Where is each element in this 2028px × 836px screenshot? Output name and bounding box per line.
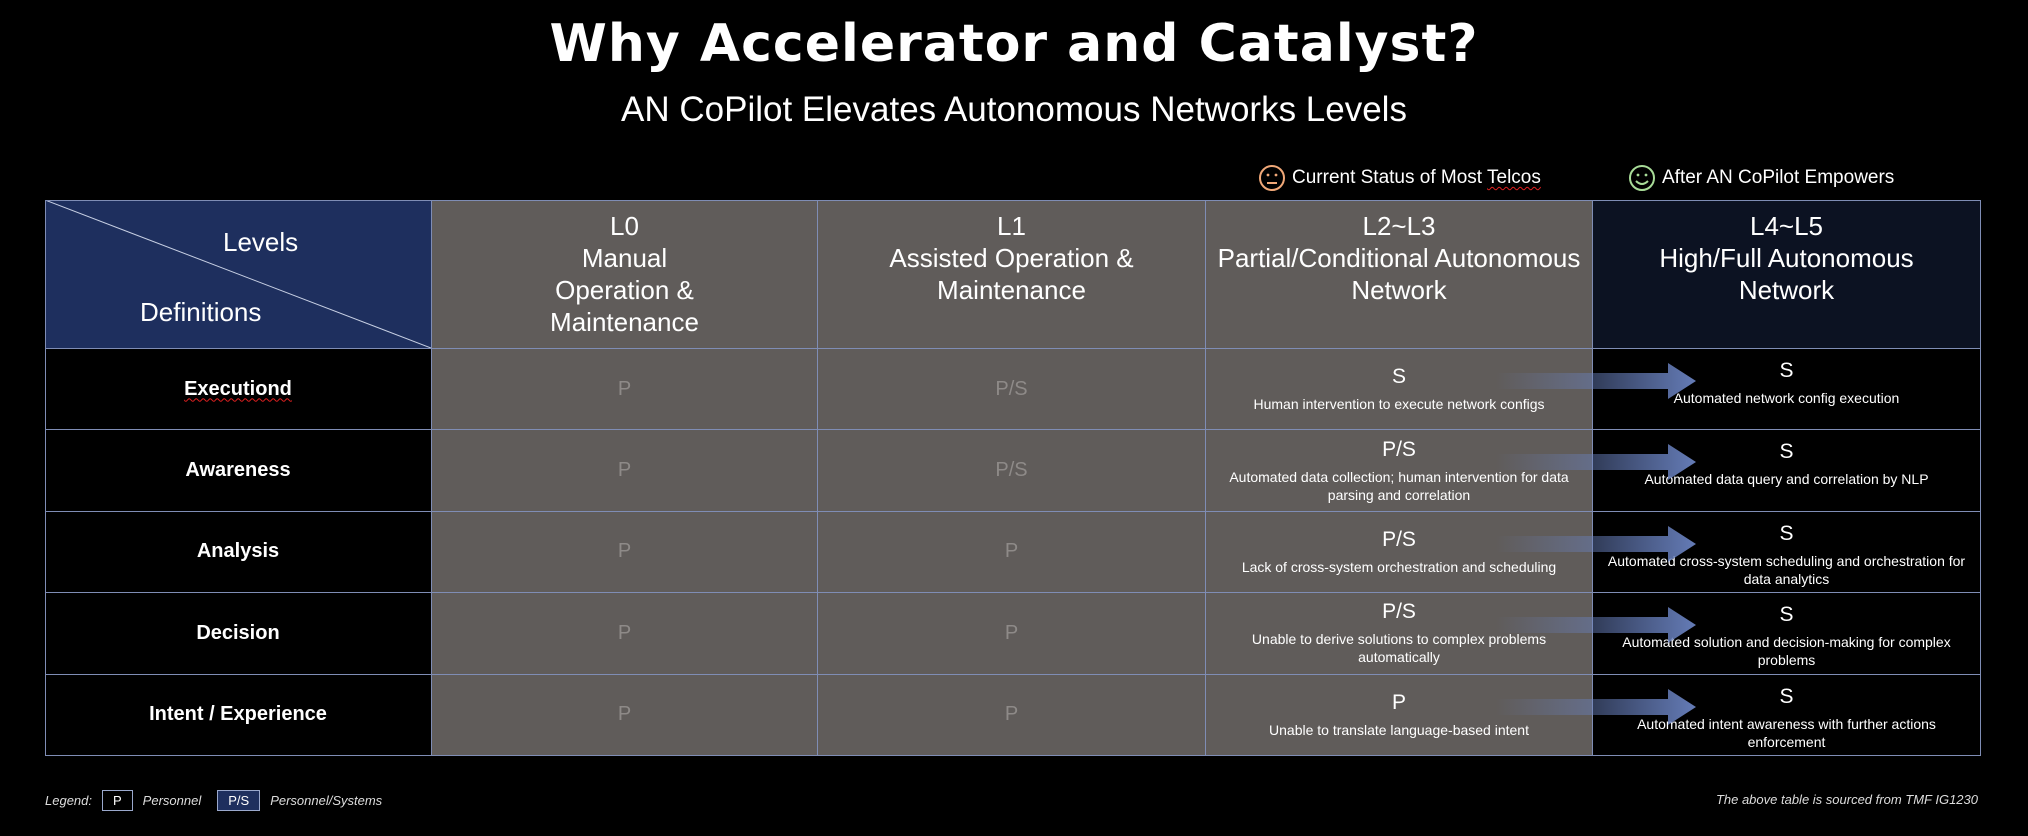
l1-value: P xyxy=(1004,621,1019,644)
column-name-line: High/Full Autonomous xyxy=(1659,243,1914,273)
column-level: L2~L3 xyxy=(1362,211,1436,241)
row-label: Analysis xyxy=(196,540,280,563)
current-status-label: Current Status of Most Telcos xyxy=(1292,167,1541,188)
column-name-line: Maintenance xyxy=(550,307,699,337)
l0-value: P xyxy=(617,459,632,482)
l23-cell: P/S Lack of cross-system orchestration an… xyxy=(1206,511,1593,594)
row-label: Awareness xyxy=(185,459,291,482)
row-label-cell: Awareness xyxy=(45,430,432,512)
diagonal-divider xyxy=(45,200,431,348)
l0-cell: P xyxy=(432,593,818,675)
corner-definitions-label: Definitions xyxy=(140,297,262,327)
legend-ps-text: Personnel/Systems xyxy=(270,793,383,808)
l1-cell: P xyxy=(818,511,1206,594)
l45-value: S xyxy=(1779,440,1794,464)
l45-cell: S Automated intent awareness with further… xyxy=(1593,674,1981,756)
smiley-face-icon xyxy=(1629,165,1655,191)
row-label-cell: Decision xyxy=(45,593,432,675)
l23-cell: P Unable to translate language-based inte… xyxy=(1206,674,1593,756)
l45-cell: S Automated cross-system scheduling and o… xyxy=(1593,511,1981,594)
l45-value: S xyxy=(1779,359,1794,382)
l23-value: P/S xyxy=(1382,527,1416,551)
row-label: Decision xyxy=(196,621,280,644)
after-copilot-label: After AN CoPilot Empowers xyxy=(1662,167,1895,188)
l0-cell: P xyxy=(432,674,818,756)
l23-description: Unable to derive solutions to complex pr… xyxy=(1251,631,1547,666)
l0-cell: P xyxy=(432,511,818,594)
l45-description: Automated network config execution xyxy=(1673,390,1900,406)
l1-value: P/S xyxy=(995,459,1028,482)
l1-cell: P xyxy=(818,593,1206,675)
legend-p-text: Personnel xyxy=(142,793,202,808)
l45-cell: S Automated solution and decision-making … xyxy=(1593,593,1981,675)
l0-value: P xyxy=(617,377,632,400)
l23-value: P/S xyxy=(1382,600,1416,624)
l1-cell: P xyxy=(818,674,1206,756)
corner-header-cell: Levels Definitions xyxy=(45,200,432,349)
l45-value: S xyxy=(1779,603,1794,627)
row-label-cell: Executiond xyxy=(45,349,432,431)
column-name-line: Operation & xyxy=(555,275,694,305)
l23-cell: P/S Automated data collection; human inte… xyxy=(1206,430,1593,512)
legend: Legend: P Personnel P/S Personnel/System… xyxy=(45,790,382,811)
neutral-face-icon xyxy=(1259,165,1285,191)
l23-value: S xyxy=(1391,365,1406,389)
l23-description: Lack of cross-system orchestration and s… xyxy=(1241,558,1557,575)
column-level: L0 xyxy=(610,211,639,241)
legend-p-box: P xyxy=(102,790,133,811)
l23-cell: P/S Unable to derive solutions to complex… xyxy=(1206,593,1593,675)
column-name-line: Assisted Operation & xyxy=(889,243,1134,273)
l45-value: S xyxy=(1779,521,1794,545)
column-name-line: Network xyxy=(1351,275,1447,305)
l0-value: P xyxy=(617,621,632,644)
column-name-line: Partial/Conditional Autonomous xyxy=(1217,243,1581,273)
column-header-l0: L0 Manual Operation & Maintenance xyxy=(432,200,818,349)
corner-levels-label: Levels xyxy=(223,227,299,257)
column-header-l45: L4~L5 High/Full Autonomous Network xyxy=(1593,200,1981,349)
page-subtitle: AN CoPilot Elevates Autonomous Networks … xyxy=(621,90,1407,129)
column-name-line: Maintenance xyxy=(937,275,1086,305)
l23-description: Unable to translate language-based inten… xyxy=(1269,721,1529,738)
l0-value: P xyxy=(617,703,632,726)
column-level: L1 xyxy=(997,211,1026,241)
l1-cell: P/S xyxy=(818,430,1206,512)
l1-value: P xyxy=(1004,540,1019,563)
l23-description: Human intervention to execute network co… xyxy=(1253,396,1545,413)
l0-value: P xyxy=(617,540,632,563)
l45-description: Automated intent awareness with further … xyxy=(1637,715,1936,750)
l45-cell: S Automated network config execution xyxy=(1593,349,1981,431)
column-name-line: Manual xyxy=(581,243,668,273)
l23-value: P xyxy=(1391,690,1406,714)
after-copilot-legend: After AN CoPilot Empowers xyxy=(1628,164,1894,192)
legend-label: Legend: xyxy=(45,793,92,808)
page-title: Why Accelerator and Catalyst? xyxy=(549,14,1479,74)
row-label-cell: Intent / Experience xyxy=(45,674,432,756)
current-status-legend: Current Status of Most Telcos xyxy=(1258,164,1541,192)
column-level: L4~L5 xyxy=(1749,211,1824,241)
column-header-l23: L2~L3 Partial/Conditional Autonomous Netwo… xyxy=(1206,200,1593,349)
l45-cell: S Automated data query and correlation by… xyxy=(1593,430,1981,512)
l1-cell: P/S xyxy=(818,349,1206,431)
l0-cell: P xyxy=(432,430,818,512)
l23-description: Automated data collection; human interve… xyxy=(1229,468,1569,503)
row-label: Executiond xyxy=(184,377,292,400)
l45-description: Automated cross-system scheduling and or… xyxy=(1607,552,1966,587)
l45-value: S xyxy=(1779,684,1794,708)
l45-description: Automated data query and correlation by … xyxy=(1644,471,1929,488)
source-note: The above table is sourced from TMF IG12… xyxy=(1715,792,1978,807)
row-label: Intent / Experience xyxy=(149,703,327,726)
l0-cell: P xyxy=(432,349,818,431)
l45-description: Automated solution and decision-making f… xyxy=(1622,634,1951,669)
l23-cell: S Human intervention to execute network c… xyxy=(1206,349,1593,431)
l23-value: P/S xyxy=(1382,437,1416,461)
row-label-cell: Analysis xyxy=(45,511,432,594)
column-name-line: Network xyxy=(1738,275,1835,305)
column-header-l1: L1 Assisted Operation & Maintenance xyxy=(818,200,1206,349)
l1-value: P xyxy=(1004,703,1019,726)
l1-value: P/S xyxy=(995,377,1028,400)
legend-ps-box: P/S xyxy=(217,790,261,811)
